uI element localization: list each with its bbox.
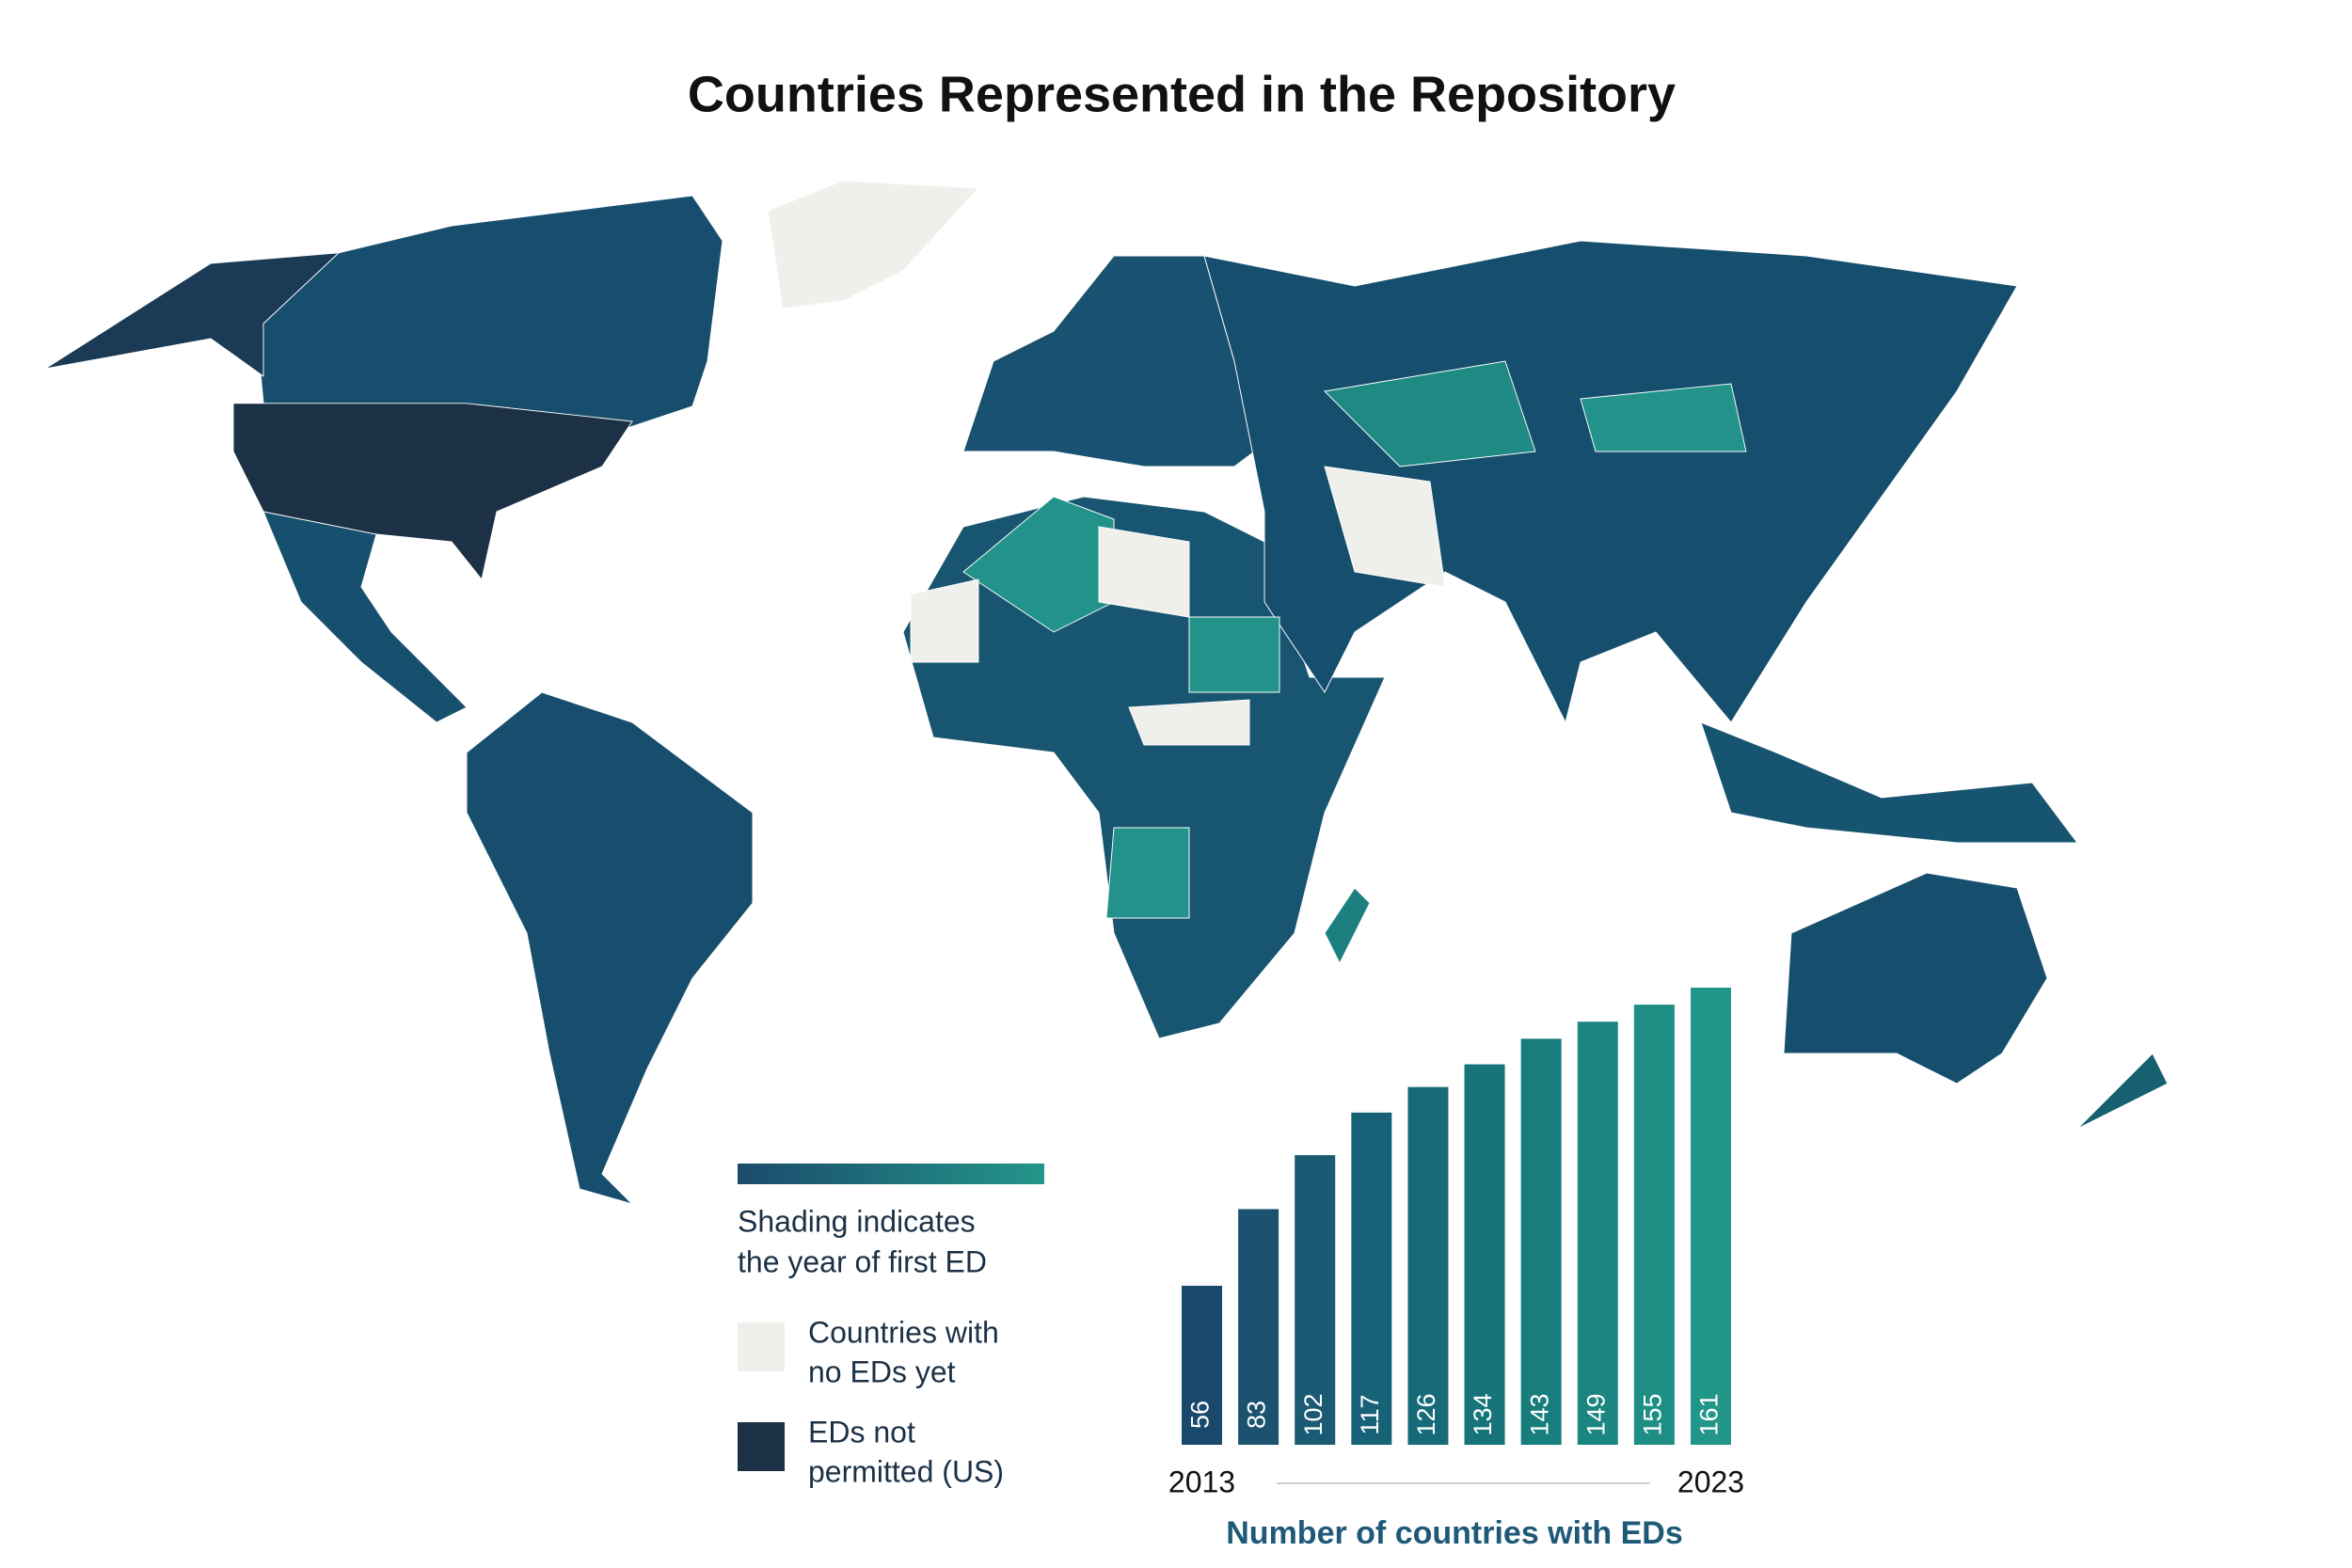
region [1324,466,1446,588]
legend-swatch [738,1422,785,1471]
data-label: 149 [1581,1393,1610,1435]
bar-chart: 56 2013 83 102 117 126 134 143 149 155 161 2023 [1168,988,1744,1498]
data-label: 56 [1186,1401,1215,1429]
data-label: 117 [1356,1394,1384,1434]
region [44,252,341,377]
region [910,578,979,663]
region [1324,360,1536,467]
gradient-legend [738,1164,1044,1184]
x-axis-title: Number of countries with EDs [1226,1515,1683,1551]
chart-title: Countries Represented in the Repository [688,66,1676,122]
bar [1464,1064,1505,1445]
bar [1351,1112,1392,1445]
data-label: 155 [1639,1393,1667,1435]
data-label: 134 [1469,1393,1497,1435]
x-tick-label: 2013 [1168,1465,1235,1498]
region [232,403,633,581]
world-map [44,180,2169,1205]
data-label: 161 [1695,1393,1724,1435]
legend-note: Shading indicates [738,1204,976,1238]
region [2076,1053,2169,1130]
region [1188,616,1280,693]
bar [1407,1086,1449,1445]
region [1128,699,1250,746]
legend-label: EDs not [808,1415,915,1449]
bar [1691,988,1731,1445]
bar [1577,1022,1618,1445]
region [1203,240,2018,724]
region [1105,827,1190,919]
x-tick-label: 2023 [1677,1465,1744,1498]
bar [1633,1005,1675,1445]
region [767,180,980,309]
bar [1520,1038,1562,1445]
bar [1295,1155,1336,1445]
legend-label: no EDs yet [808,1354,956,1388]
data-label: 102 [1299,1393,1327,1435]
data-label: 126 [1412,1393,1440,1435]
bar [1182,1285,1222,1445]
bar [1238,1209,1279,1445]
region [1700,721,2078,844]
legend-swatch [738,1323,785,1371]
data-label: 83 [1243,1401,1271,1429]
data-label: 143 [1525,1393,1553,1435]
legend-note: the year of first ED [738,1244,987,1278]
region [1324,887,1371,965]
legend-label: Countries with [808,1315,999,1349]
legend-label: permitted (US) [808,1454,1004,1488]
region [1783,872,2048,1085]
region [466,691,754,1205]
legend: Countries with no EDs yet EDs not permitted… [738,1315,1004,1488]
region [1098,526,1190,618]
region [262,511,468,723]
region [1580,383,1747,452]
